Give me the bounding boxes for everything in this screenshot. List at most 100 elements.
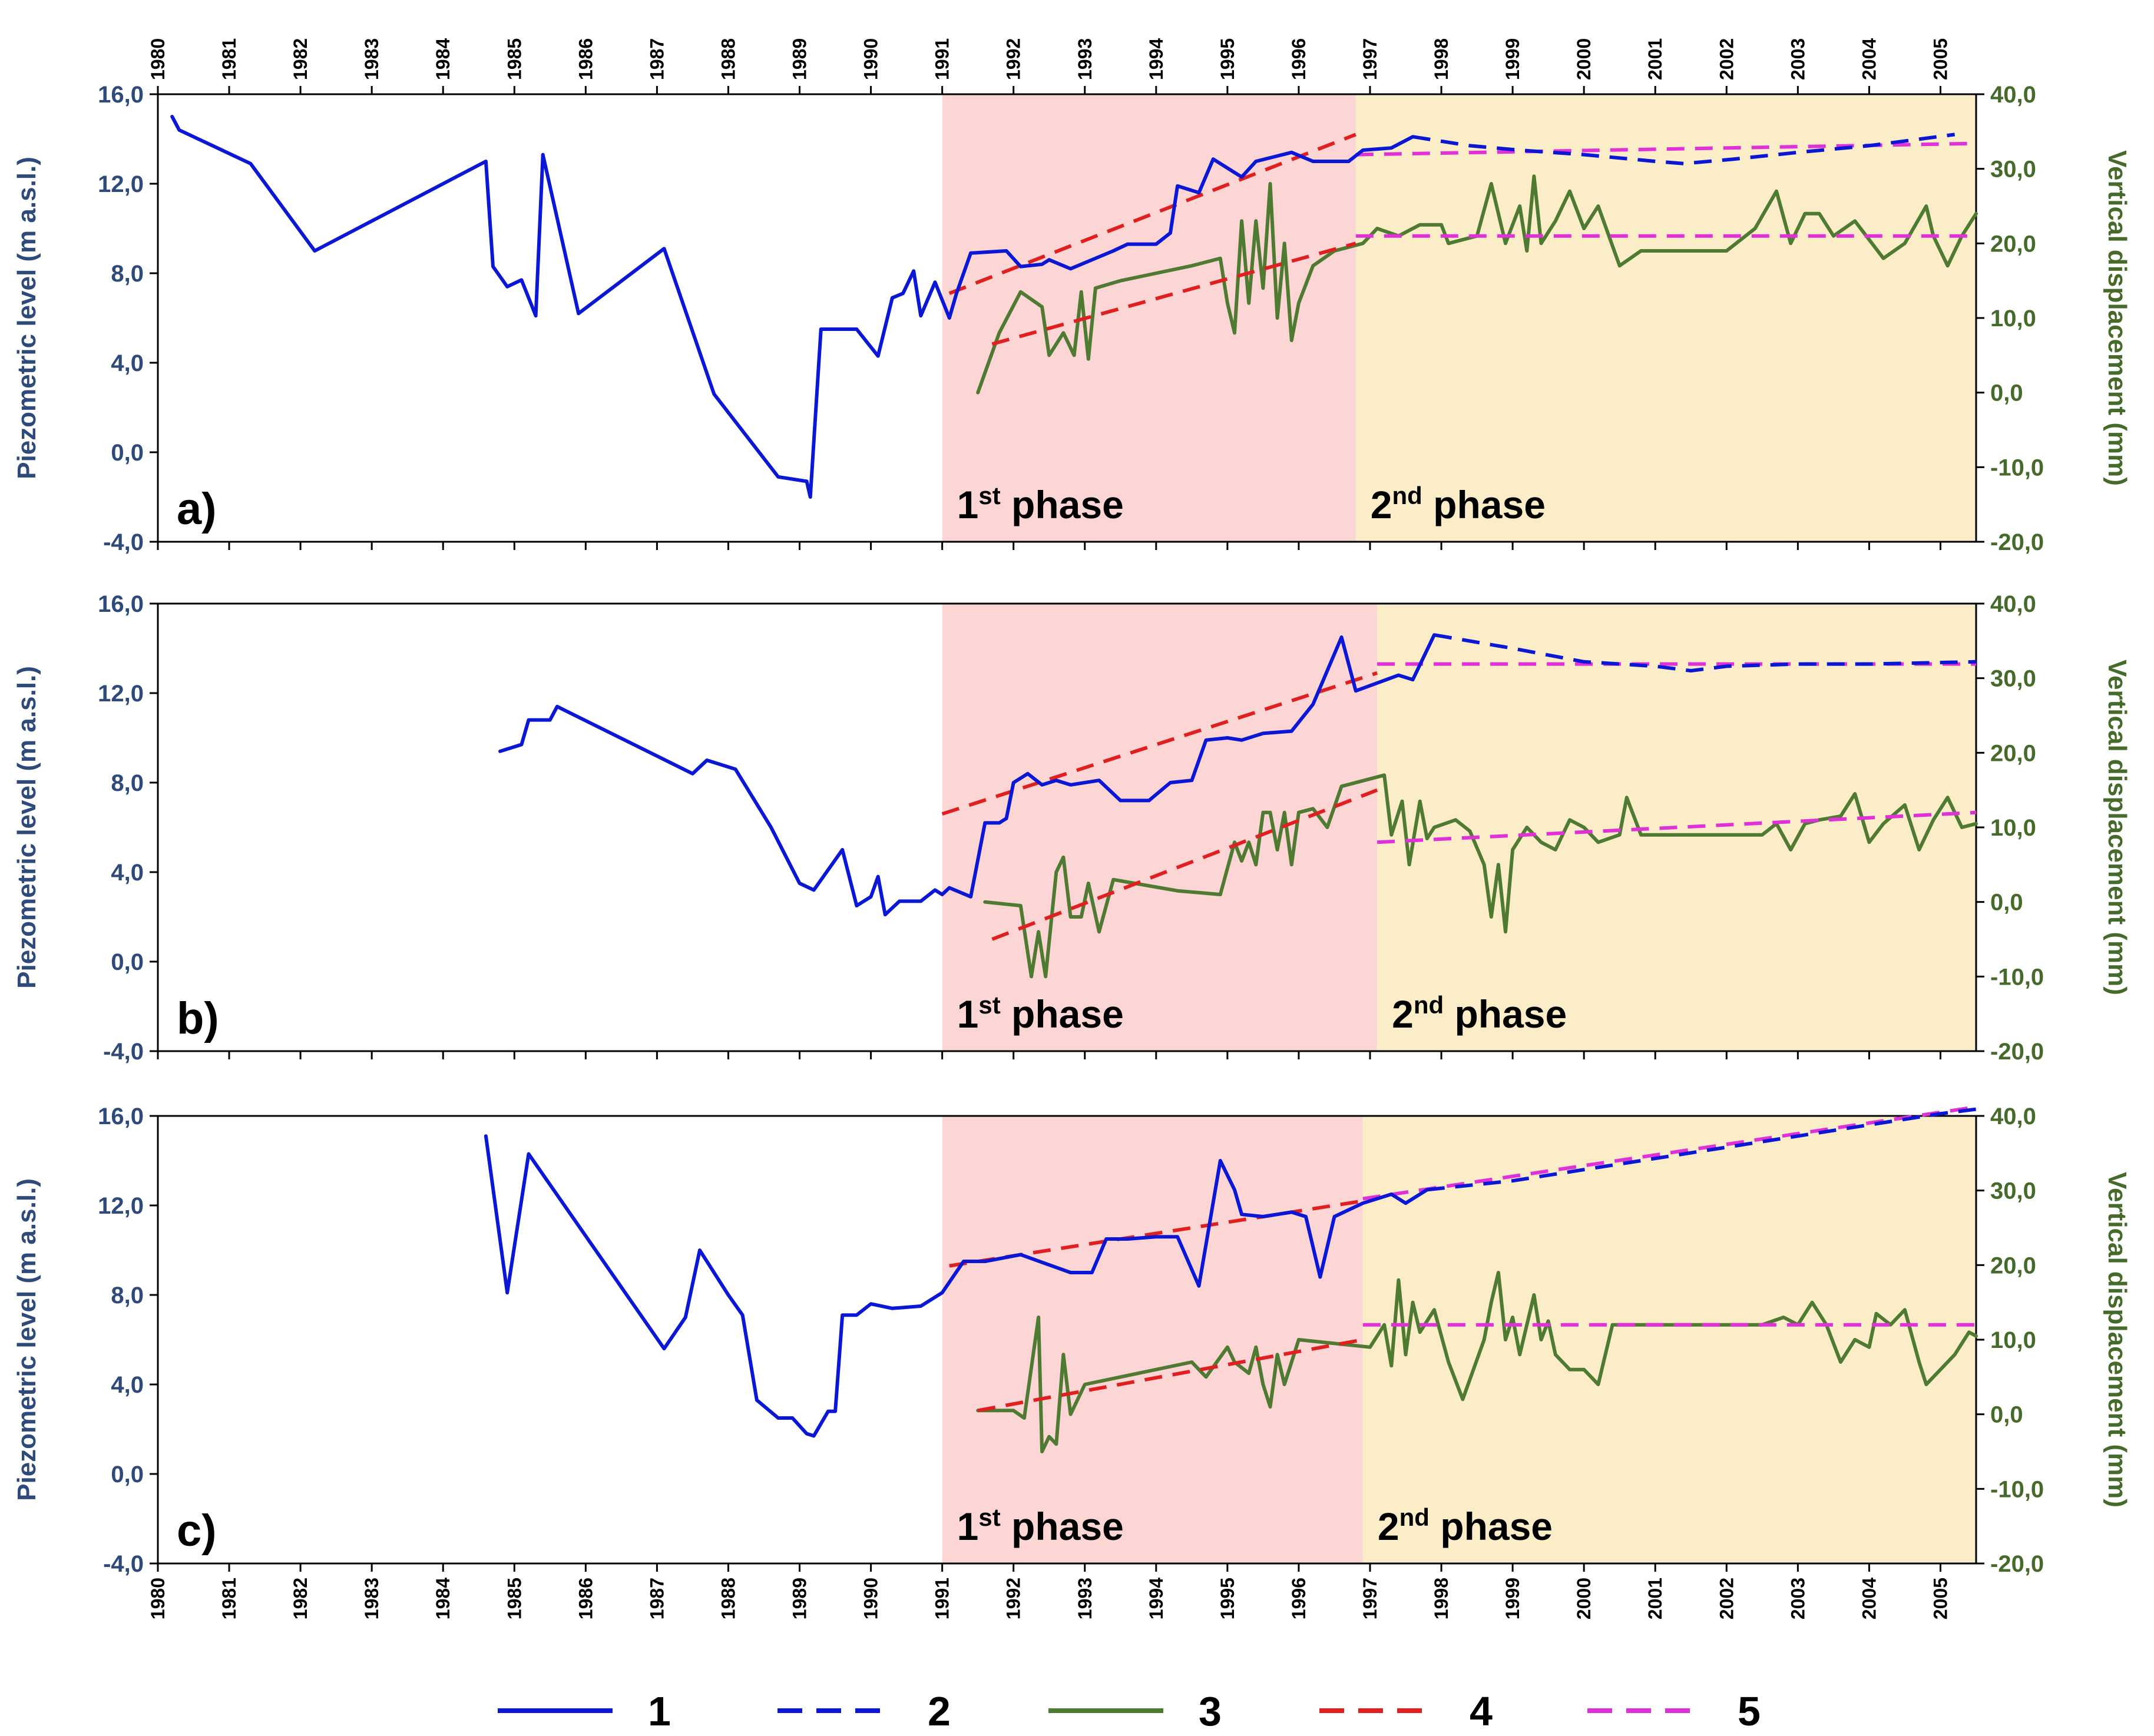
phase2-region [1355, 94, 1976, 542]
x-tick-label: 1996 [1288, 1578, 1309, 1619]
right-tick-label: 0,0 [1990, 890, 2023, 916]
x-tick-label: 2003 [1787, 1578, 1808, 1619]
x-tick-label: 2002 [1716, 1578, 1737, 1619]
x-tick-label: 1993 [1074, 38, 1096, 80]
left-tick-label: 8,0 [111, 770, 144, 796]
left-tick-label: 4,0 [111, 860, 144, 886]
right-tick-label: 10,0 [1990, 815, 2036, 841]
left-tick-label: 4,0 [111, 350, 144, 376]
series-displacement-line [976, 1271, 1978, 1453]
series-trend-phase1-displacement [977, 1338, 1364, 1413]
x-tick-label: 1988 [717, 1578, 739, 1619]
legend-label: 1 [648, 1688, 671, 1734]
right-tick-label: 40,0 [1990, 1104, 2036, 1129]
panels-layer: 1980 1981 1982 1983 1984 1985 1986 1987 1988 1989… [12, 38, 2132, 1620]
panel-label: a) [177, 484, 217, 534]
x-tick-label: 2001 [1645, 1578, 1666, 1619]
series-trend-phase2-piezometric [1362, 1105, 1977, 1201]
left-axis-title: Piezometric level (m a.s.l.) [12, 666, 41, 989]
right-tick-label: -10,0 [1990, 455, 2044, 481]
legend-item-5: 5 [1587, 1688, 1761, 1734]
x-tick-label: 1999 [1502, 38, 1523, 80]
phase1-label: 1st phase [957, 1503, 1124, 1548]
x-tick-label: 1986 [575, 38, 596, 80]
x-tick-label: 1991 [932, 38, 953, 80]
x-tick-label: 1985 [504, 38, 525, 80]
phase1-region [942, 94, 1356, 542]
left-axis-title: Piezometric level (m a.s.l.) [12, 1178, 41, 1501]
x-tick-label: 1981 [219, 38, 240, 80]
legend-label: 5 [1738, 1688, 1761, 1734]
panel-label: b) [177, 993, 219, 1043]
legend-label: 2 [928, 1688, 951, 1734]
x-tick-label: 1986 [575, 1578, 596, 1619]
series-piezometric-dashed-line [1412, 132, 1956, 165]
left-tick-label: -4,0 [103, 1039, 144, 1065]
right-axis-title: Vertical displacement (mm) [2103, 660, 2132, 995]
right-tick-label: 30,0 [1990, 666, 2036, 692]
panel-a: 1980 1981 1982 1983 1984 1985 1986 1987 1988 1989… [12, 38, 2132, 555]
x-tick-label: 1998 [1431, 38, 1452, 80]
left-tick-label: 12,0 [98, 1193, 144, 1219]
x-tick-label: 1987 [646, 38, 667, 80]
right-tick-label: 10,0 [1990, 306, 2036, 332]
series-trend-phase1-piezometric [948, 132, 1356, 295]
legend-label: 4 [1470, 1688, 1493, 1734]
x-tick-label: 2005 [1930, 1578, 1951, 1619]
phase1-label: 1st phase [957, 482, 1124, 526]
x-tick-label: 1991 [932, 1578, 953, 1619]
right-axis-title: Vertical displacement (mm) [2103, 1172, 2132, 1508]
x-tick-label: 1981 [219, 1578, 240, 1619]
x-tick-label: 1998 [1431, 1578, 1452, 1619]
left-tick-label: 8,0 [111, 1283, 144, 1308]
x-tick-label: 1994 [1146, 38, 1167, 80]
left-tick-label: 0,0 [111, 1462, 144, 1487]
x-tick-label: 1983 [361, 1578, 382, 1619]
series-piezometric-line [170, 115, 1415, 499]
x-tick-label: 1997 [1359, 1578, 1381, 1619]
x-tick-label: 1992 [1003, 1578, 1024, 1619]
panel-label: c) [177, 1506, 217, 1556]
legend-item-3: 3 [1048, 1688, 1222, 1734]
x-tick-label: 2001 [1645, 38, 1666, 80]
right-tick-label: 30,0 [1990, 1178, 2036, 1204]
right-tick-label: -20,0 [1990, 1039, 2044, 1065]
x-tick-label: 2000 [1573, 38, 1594, 80]
x-tick-label: 1980 [147, 38, 168, 80]
x-tick-label: 1984 [432, 38, 454, 80]
panel-b: 16,0 12,0 8,0 4,0 0,0 -4,0 40,0 30,0 20,0 10,0 0,0… [12, 591, 2132, 1065]
right-tick-label: 40,0 [1990, 82, 2036, 108]
left-tick-label: 16,0 [98, 591, 144, 617]
x-tick-label: 2000 [1573, 1578, 1594, 1619]
x-tick-label: 1999 [1502, 1578, 1523, 1619]
right-axis-title: Vertical displacement (mm) [2103, 150, 2132, 486]
x-tick-label: 1996 [1288, 38, 1309, 80]
right-tick-label: 0,0 [1990, 1402, 2023, 1428]
right-tick-label: 10,0 [1990, 1327, 2036, 1353]
right-tick-label: 40,0 [1990, 591, 2036, 617]
series-trend-phase1-piezometric [941, 671, 1378, 816]
phase1-label: 1st phase [957, 991, 1124, 1036]
x-tick-label: 1988 [717, 38, 739, 80]
legend-item-4: 4 [1319, 1688, 1493, 1734]
left-tick-label: 12,0 [98, 171, 144, 197]
x-tick-label: 1989 [789, 1578, 810, 1619]
left-tick-label: 4,0 [111, 1372, 144, 1398]
phase1-region [942, 604, 1378, 1051]
x-tick-label: 2004 [1858, 38, 1880, 80]
left-tick-label: 8,0 [111, 261, 144, 287]
x-tick-label: 2003 [1787, 38, 1808, 80]
left-tick-label: 12,0 [98, 681, 144, 707]
series-displacement-line [976, 174, 1978, 395]
series-trend-phase1-displacement [991, 241, 1356, 346]
x-tick-label: 2005 [1930, 38, 1951, 80]
left-tick-label: 16,0 [98, 1104, 144, 1129]
right-tick-label: -10,0 [1990, 1476, 2044, 1502]
left-tick-label: -4,0 [103, 529, 144, 555]
legend-layer: 1 2 3 4 5 [498, 1688, 1761, 1734]
x-tick-label: 1997 [1359, 38, 1381, 80]
series-displacement-line [983, 773, 1978, 979]
phase2-label: 2nd phase [1371, 482, 1546, 526]
phase1-region [942, 1116, 1363, 1563]
